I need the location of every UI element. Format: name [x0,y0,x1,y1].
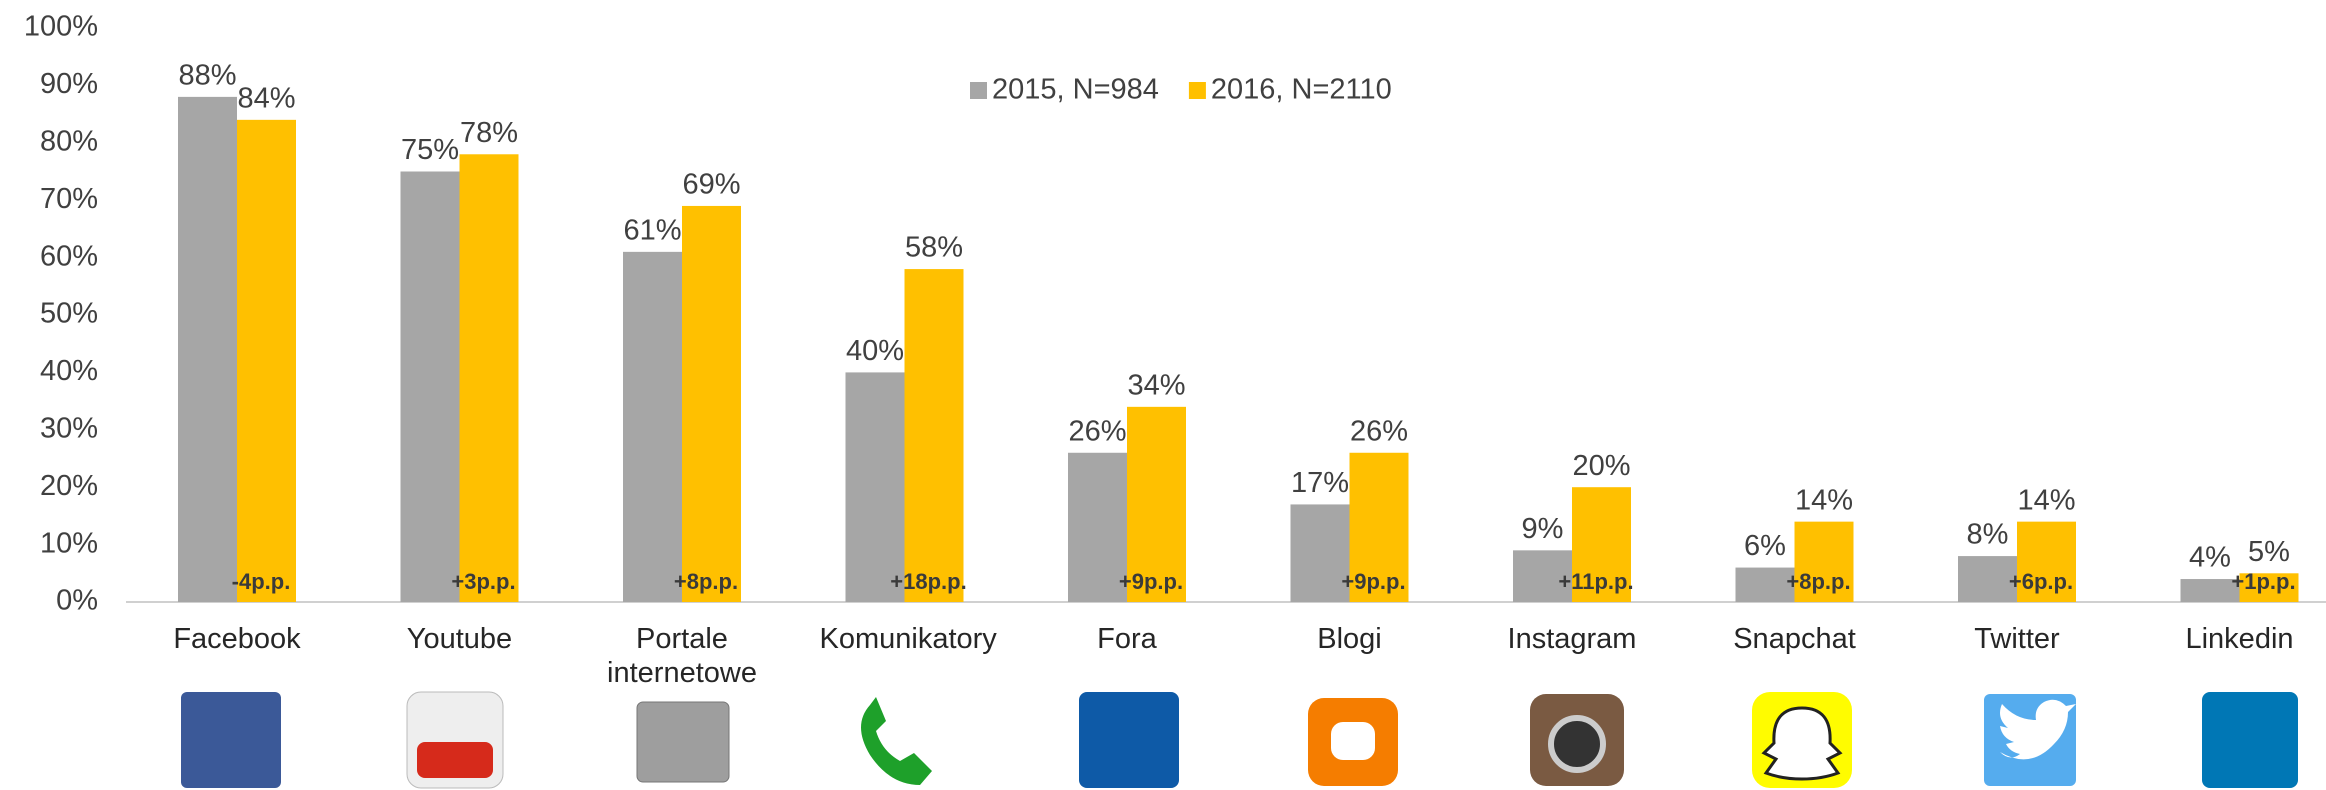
bar [623,251,682,603]
y-tick-label: 70% [40,183,98,215]
bar [2180,579,2240,602]
y-tick-label: 80% [40,125,98,157]
bar [400,171,460,602]
difference-label: -4p.p. [232,569,291,594]
x-tick-label: Facebook [173,623,301,655]
y-tick-label: 50% [40,298,98,330]
value-label: 58% [905,232,963,264]
x-tick-label: Instagram [1507,623,1637,655]
y-tick-label: 0% [56,585,98,617]
difference-label: +1p.p. [2231,569,2295,594]
value-label: 34% [1127,369,1185,401]
value-label: 69% [682,169,740,201]
difference-label: +6p.p. [2009,569,2073,594]
x-tick-label: Twitter [1974,623,2060,655]
difference-label: +11p.p. [1558,569,1633,594]
x-tick-label: Linkedin [2185,623,2294,655]
difference-label: +9p.p. [1341,569,1405,594]
value-label: 9% [1522,513,1564,545]
bar [1735,567,1795,602]
value-label: 8% [1967,519,2009,551]
icon-facebook [181,692,281,788]
value-label: 78% [460,117,518,149]
difference-label: +8p.p. [1786,569,1850,594]
icon-youtube-tube [417,742,493,778]
bar [1127,406,1186,602]
icon-forum [1079,692,1179,788]
legend-label: 2016, N=2110 [1211,74,1392,106]
value-label: 6% [1744,530,1786,562]
bar [237,119,296,602]
x-tick-label: Blogi [1317,623,1382,655]
y-tick-label: 30% [40,412,98,444]
bar [1349,452,1409,602]
y-tick-label: 90% [40,68,98,100]
icon-blogger-b [1331,722,1375,760]
x-tick-label: Portale internetowe [607,623,757,689]
icon-twitter-bird [2000,699,2076,760]
icon-www [636,701,730,783]
value-label: 84% [237,82,295,114]
y-tick-label: 10% [40,527,98,559]
value-label: 5% [2248,536,2290,568]
bar [1958,556,2017,602]
value-label: 26% [1068,415,1126,447]
value-label: 26% [1350,415,1408,447]
value-label: 14% [2017,484,2075,516]
value-label: 17% [1291,467,1349,499]
value-label: 75% [401,134,459,166]
x-tick-label: Youtube [406,623,513,655]
bar [2239,573,2299,602]
difference-label: +8p.p. [674,569,738,594]
icon-snapchat-ghost [1761,706,1843,781]
value-label: 20% [1572,450,1630,482]
x-tick-label: Fora [1097,623,1157,655]
x-tick-label: Komunikatory [819,623,997,655]
y-tick-label: 100% [24,11,98,43]
y-tick-label: 40% [40,355,98,387]
bar [2017,521,2076,602]
icon-linkedin [2202,692,2298,788]
bar [459,154,519,602]
legend-swatch [1188,82,1206,99]
bar [178,96,237,602]
value-label: 40% [846,335,904,367]
value-label: 88% [178,60,236,92]
bar [682,205,741,602]
bar [1513,550,1572,602]
value-label: 61% [623,215,681,247]
y-tick-label: 20% [40,470,98,502]
difference-label: +3p.p. [451,569,515,594]
legend-label: 2015, N=984 [992,74,1159,106]
value-label: 4% [2189,542,2231,574]
bar [1572,487,1631,602]
icon-instagram-lens [1548,715,1606,773]
bar [1068,452,1127,602]
difference-label: +9p.p. [1119,569,1183,594]
legend-swatch [970,82,987,99]
bar [845,372,905,602]
difference-label: +18p.p. [890,569,966,594]
icon-phone [861,697,932,785]
bar [1794,521,1854,602]
icons [181,691,2298,789]
bar [1290,504,1350,602]
y-tick-label: 60% [40,240,98,272]
x-tick-label: Snapchat [1733,623,1856,655]
value-label: 14% [1795,484,1853,516]
bar [904,269,964,602]
